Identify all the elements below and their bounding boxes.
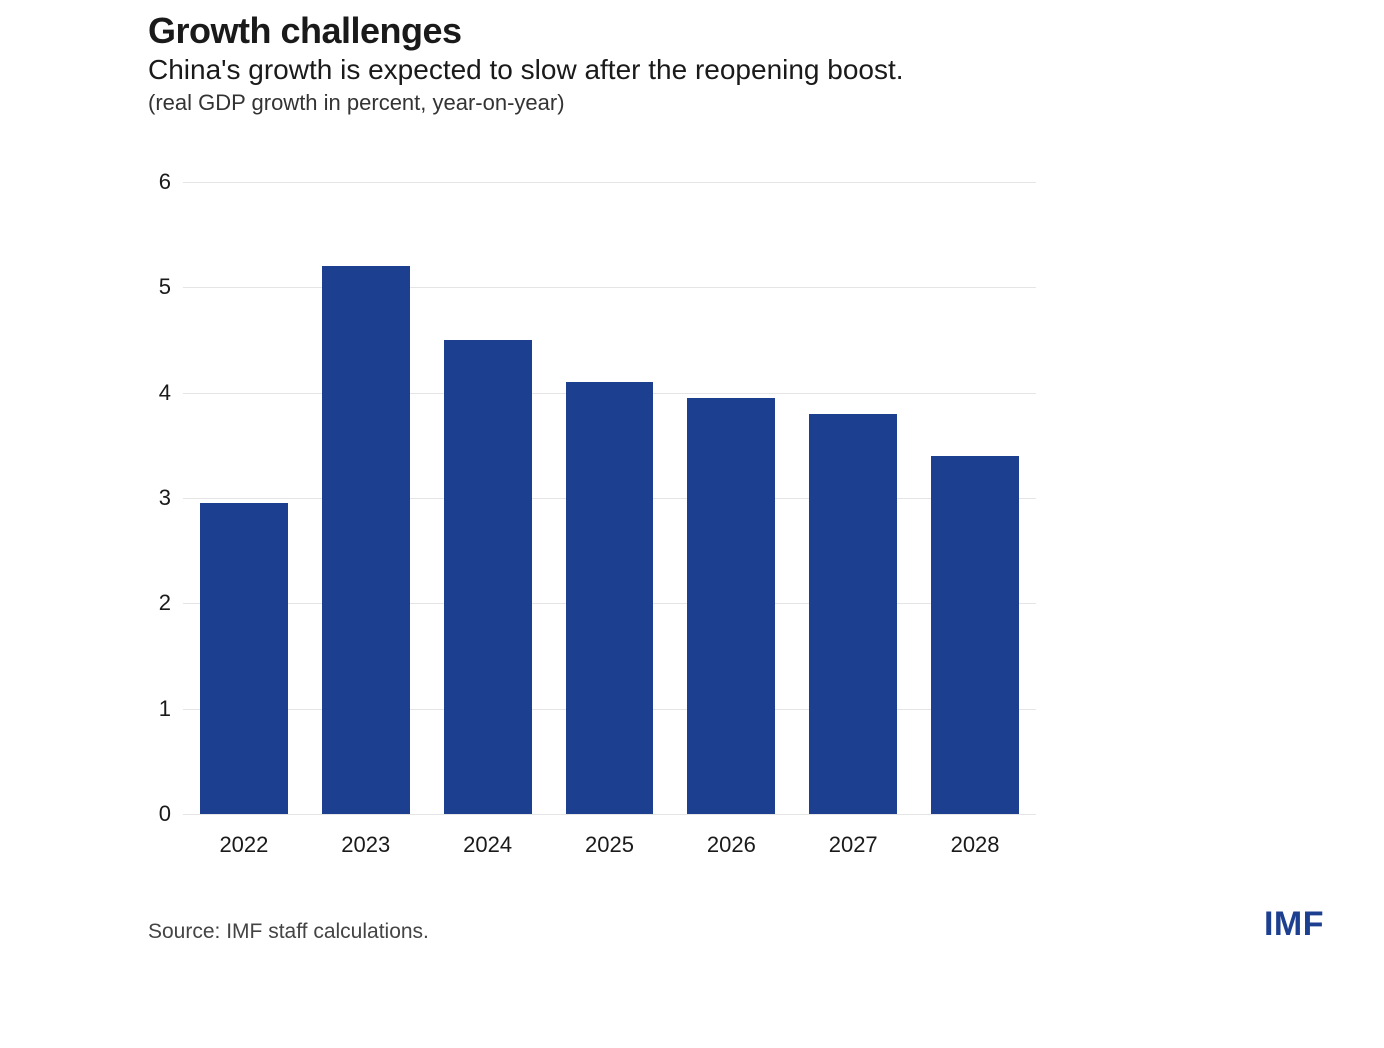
bar-slot (427, 182, 549, 814)
x-tick-label: 2026 (707, 832, 756, 858)
chart-container: Growth challenges China's growth is expe… (0, 0, 1384, 1048)
imf-logo: IMF (1264, 905, 1324, 944)
x-tick-label: 2027 (829, 832, 878, 858)
bar-slot (792, 182, 914, 814)
chart-title: Growth challenges (148, 10, 1324, 52)
bar (931, 456, 1019, 814)
y-tick-label: 5 (131, 274, 171, 300)
bar (687, 398, 775, 814)
y-tick-label: 4 (131, 380, 171, 406)
chart-note: (real GDP growth in percent, year-on-yea… (148, 90, 1324, 116)
bar-slot (549, 182, 671, 814)
bar (322, 266, 410, 814)
grid-line (183, 814, 1036, 815)
plot-area (183, 182, 1036, 814)
x-tick-label: 2028 (951, 832, 1000, 858)
bar-slot (305, 182, 427, 814)
chart-footer: Source: IMF staff calculations. IMF (148, 905, 1324, 944)
x-tick-label: 2025 (585, 832, 634, 858)
bar (809, 414, 897, 814)
y-tick-label: 6 (131, 169, 171, 195)
y-tick-label: 3 (131, 485, 171, 511)
bar-slot (183, 182, 305, 814)
bar (566, 382, 654, 814)
x-tick-label: 2023 (341, 832, 390, 858)
chart-subtitle: China's growth is expected to slow after… (148, 54, 1324, 86)
chart-header: Growth challenges China's growth is expe… (148, 10, 1324, 116)
y-tick-label: 2 (131, 590, 171, 616)
x-tick-label: 2024 (463, 832, 512, 858)
bar (200, 503, 288, 814)
bar-slot (914, 182, 1036, 814)
bar-slot (670, 182, 792, 814)
bars-group (183, 182, 1036, 814)
y-tick-label: 0 (131, 801, 171, 827)
source-text: Source: IMF staff calculations. (148, 920, 429, 944)
x-tick-label: 2022 (219, 832, 268, 858)
y-tick-label: 1 (131, 696, 171, 722)
bar (444, 340, 532, 814)
